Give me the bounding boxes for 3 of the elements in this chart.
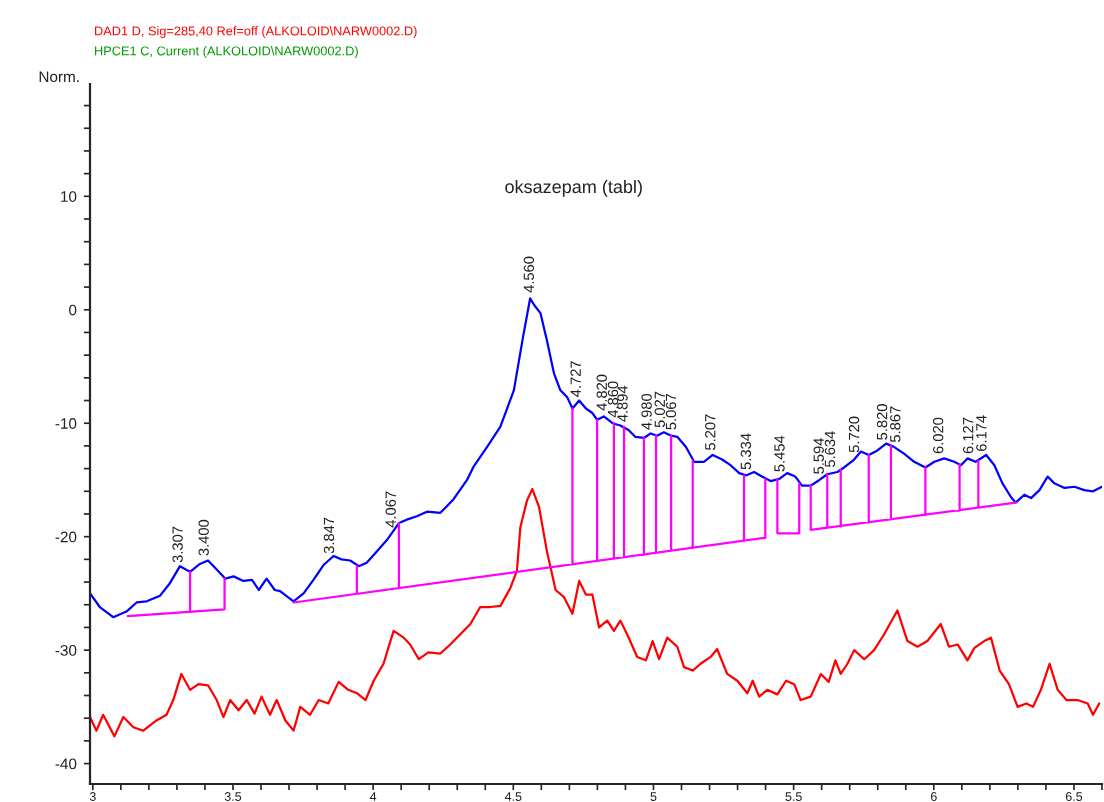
text: oksazepam (tabl) (505, 179, 642, 197)
line-series (90, 487, 1101, 738)
line-series (90, 297, 1102, 619)
